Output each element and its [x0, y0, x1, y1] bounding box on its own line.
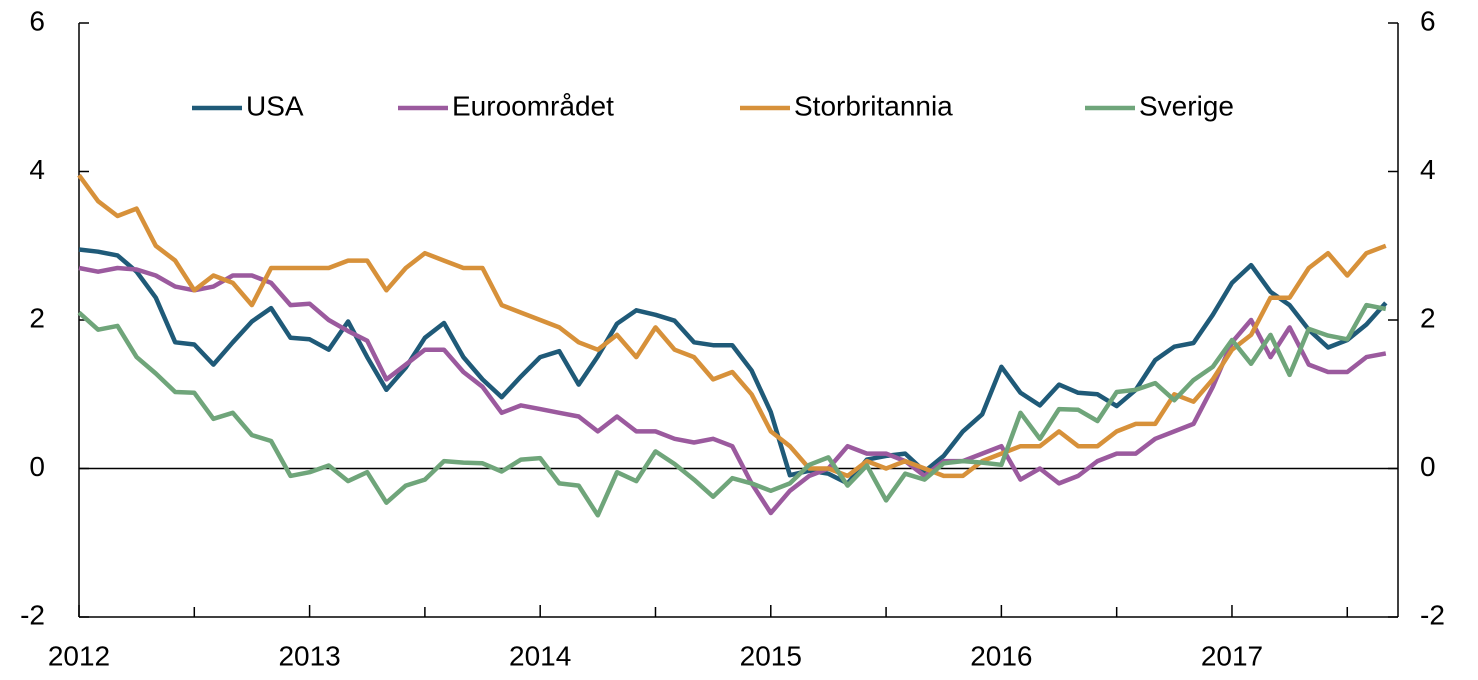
x-tick-label: 2012 [48, 640, 110, 671]
x-tick-label: 2014 [509, 640, 571, 671]
y2-tick-label: 6 [1420, 5, 1436, 36]
y-tick-label: 4 [29, 154, 45, 185]
y-tick-label: 6 [29, 5, 45, 36]
y2-tick-label: -2 [1420, 599, 1445, 630]
legend-label: USA [246, 90, 304, 121]
x-tick-label: 2017 [1201, 640, 1263, 671]
series-line [77, 302, 1387, 518]
y-tick-label: 0 [29, 451, 45, 482]
legend-label: Euroområdet [452, 90, 614, 121]
x-tick-label: 2016 [970, 640, 1032, 671]
y-tick-label: -2 [20, 599, 45, 630]
y-tick-label: 2 [29, 302, 45, 333]
series-line [78, 247, 1388, 486]
y2-tick-label: 0 [1420, 451, 1436, 482]
y2-tick-label: 2 [1420, 302, 1436, 333]
x-tick-label: 2015 [740, 640, 802, 671]
legend-label: Storbritannia [794, 90, 953, 121]
y2-tick-label: 4 [1420, 154, 1436, 185]
series-line [78, 265, 1387, 516]
series-line [77, 173, 1387, 479]
legend-label: Sverige [1139, 90, 1234, 121]
x-tick-label: 2013 [278, 640, 340, 671]
